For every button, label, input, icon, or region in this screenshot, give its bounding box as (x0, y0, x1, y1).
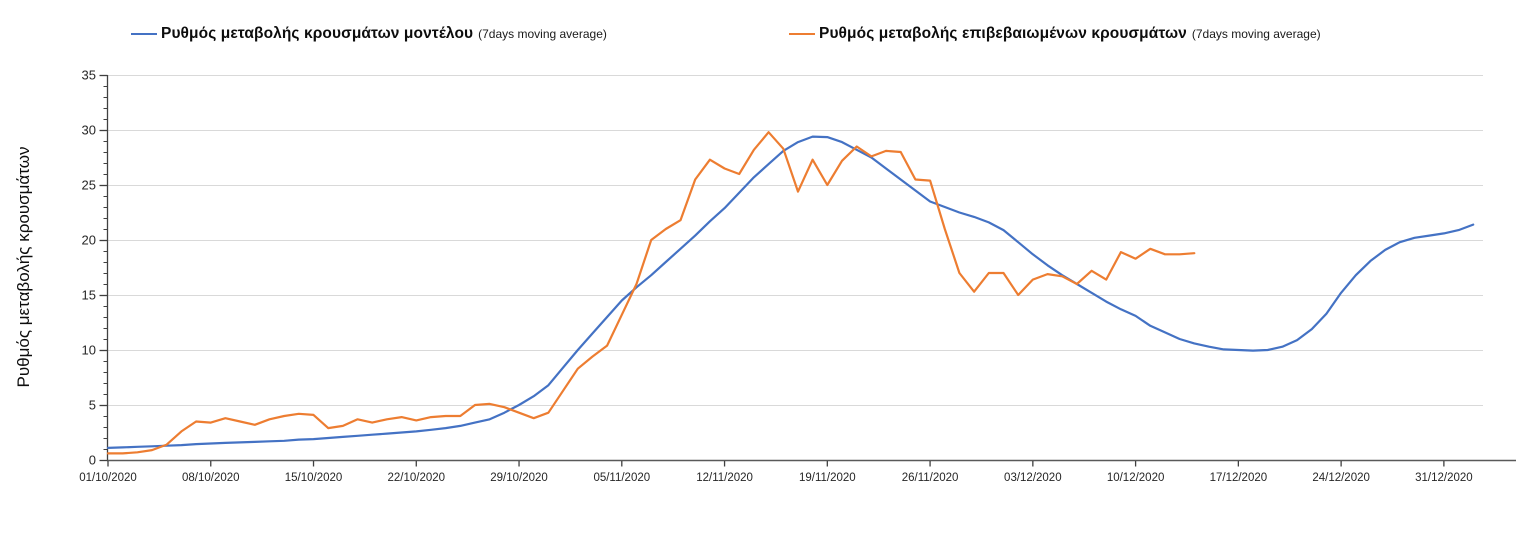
y-tick-label: 25 (82, 178, 96, 193)
x-tick-label: 22/10/2020 (387, 472, 445, 484)
x-tick-label: 03/12/2020 (1004, 472, 1062, 484)
legend-sublabel-confirmed: (7days moving average) (1191, 27, 1321, 41)
legend-sublabel-model: (7days moving average) (478, 27, 607, 41)
y-tick-label: 5 (89, 398, 96, 413)
legend-label-confirmed: Ρυθμός μεταβολής επιβεβαιωμένων κρουσμάτ… (819, 25, 1187, 42)
x-tick-label: 31/12/2020 (1415, 472, 1473, 484)
x-tick-label: 26/11/2020 (902, 472, 959, 484)
y-tick-label: 15 (82, 288, 96, 303)
x-tick-label: 29/10/2020 (490, 472, 548, 484)
legend-line-sample-model (131, 33, 157, 35)
x-tick-label: 15/10/2020 (285, 472, 343, 484)
y-tick-label: 35 (82, 68, 96, 83)
y-tick-label: 20 (82, 233, 96, 248)
y-axis-title: Ρυθμός μεταβολής κρουσμάτων (14, 146, 33, 388)
y-tick-label: 30 (82, 123, 96, 138)
x-tick-label: 05/11/2020 (593, 472, 650, 484)
x-tick-label: 24/12/2020 (1312, 472, 1370, 484)
x-tick-label: 08/10/2020 (182, 472, 240, 484)
series-line-confirmed (106, 131, 1196, 455)
legend-entry-model: Ρυθμός μεταβολής κρουσμάτων μοντέλου (7d… (131, 25, 607, 43)
x-tick-label: 10/12/2020 (1107, 472, 1165, 484)
legend-line-sample-confirmed (789, 33, 815, 35)
x-tick-label: 19/11/2020 (799, 472, 856, 484)
x-tick-label: 17/12/2020 (1210, 472, 1268, 484)
y-tick-label: 0 (89, 453, 96, 468)
series-line-model (106, 135, 1475, 449)
x-tick-label: 12/11/2020 (696, 472, 753, 484)
legend-label-model: Ρυθμός μεταβολής κρουσμάτων μοντέλου (161, 25, 474, 42)
y-tick-label: 10 (82, 343, 96, 358)
legend-entry-confirmed: Ρυθμός μεταβολής επιβεβαιωμένων κρουσμάτ… (789, 25, 1321, 43)
x-tick-label: 01/10/2020 (79, 472, 137, 484)
